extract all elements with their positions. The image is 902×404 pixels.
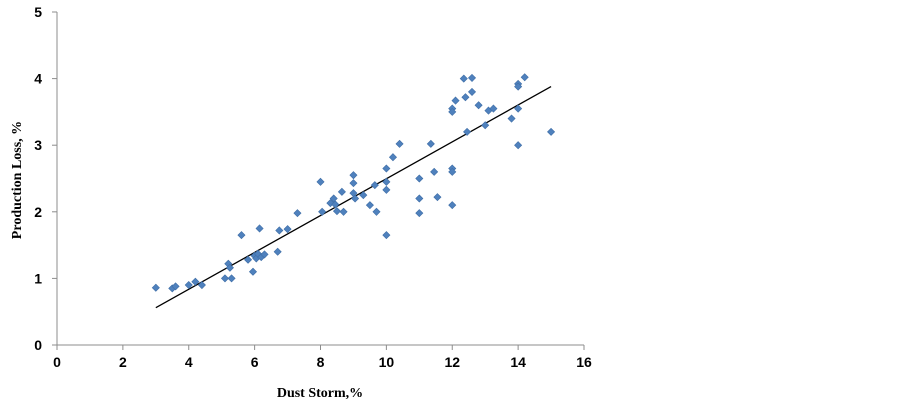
- data-point: [415, 209, 424, 218]
- data-point: [395, 139, 404, 148]
- data-point: [197, 281, 206, 290]
- data-point: [514, 104, 523, 113]
- x-axis-ticks: 0 2 4 6 8 10 12 14 16: [53, 345, 592, 370]
- data-point: [275, 226, 284, 235]
- x-tick-label: 14: [510, 354, 526, 370]
- data-point: [326, 199, 335, 208]
- data-point: [448, 167, 457, 176]
- x-tick-label: 16: [576, 354, 592, 370]
- data-point: [514, 141, 523, 150]
- data-point: [220, 274, 230, 283]
- data-point: [430, 167, 439, 176]
- y-tick-label: 3: [34, 137, 42, 153]
- data-point: [426, 139, 435, 148]
- data-point: [448, 201, 457, 210]
- data-point: [459, 74, 468, 83]
- y-tick-label: 4: [34, 71, 42, 87]
- data-point: [151, 283, 160, 292]
- y-axis-ticks: 0 1 2 3 4 5: [34, 4, 57, 353]
- data-point: [293, 209, 302, 218]
- data-point: [332, 207, 341, 216]
- data-point: [260, 250, 269, 259]
- data-point: [382, 185, 391, 194]
- data-point: [349, 171, 358, 180]
- data-point: [489, 104, 498, 113]
- data-point: [520, 73, 529, 82]
- data-point: [467, 73, 477, 82]
- y-tick-label: 1: [34, 270, 42, 286]
- data-point: [365, 201, 374, 210]
- data-point: [351, 194, 360, 203]
- data-points: [151, 73, 556, 293]
- data-point: [370, 181, 379, 190]
- data-point: [255, 224, 264, 233]
- data-point: [237, 231, 246, 240]
- data-point: [507, 114, 516, 123]
- data-point: [448, 107, 457, 116]
- x-tick-label: 8: [317, 354, 325, 370]
- x-tick-label: 2: [119, 354, 127, 370]
- data-point: [273, 247, 282, 256]
- data-point: [227, 274, 236, 283]
- data-point: [283, 225, 292, 234]
- data-point: [415, 194, 424, 203]
- data-point: [191, 277, 200, 286]
- data-point: [248, 267, 258, 276]
- x-tick-label: 4: [185, 354, 193, 370]
- y-tick-label: 5: [34, 4, 42, 20]
- data-point: [382, 164, 391, 173]
- data-point: [359, 191, 368, 200]
- data-point: [244, 255, 253, 264]
- data-point: [331, 200, 340, 209]
- data-point: [451, 96, 460, 105]
- data-point: [349, 179, 358, 188]
- y-tick-label: 2: [34, 204, 42, 220]
- data-point: [547, 127, 556, 136]
- data-point: [171, 282, 180, 291]
- data-point: [318, 207, 327, 216]
- data-point: [514, 82, 523, 91]
- data-point: [481, 121, 490, 130]
- data-point: [337, 187, 346, 196]
- x-axis-title: Dust Storm,%: [277, 386, 363, 401]
- data-point: [339, 207, 348, 216]
- data-point: [433, 193, 442, 202]
- x-tick-label: 12: [444, 354, 460, 370]
- x-tick-label: 6: [251, 354, 259, 370]
- x-tick-label: 10: [379, 354, 395, 370]
- data-point: [225, 263, 234, 272]
- data-point: [372, 207, 381, 216]
- data-point: [463, 127, 472, 136]
- data-point: [382, 231, 391, 240]
- x-tick-label: 0: [53, 354, 61, 370]
- data-point: [467, 87, 477, 96]
- data-point: [382, 177, 391, 186]
- data-point: [415, 174, 424, 183]
- data-point: [474, 101, 483, 110]
- data-point: [184, 281, 193, 290]
- y-tick-label: 0: [34, 337, 42, 353]
- data-point: [316, 177, 325, 186]
- y-axis-title: Production Loss, %: [10, 121, 25, 239]
- data-point: [461, 93, 470, 102]
- data-point: [388, 153, 397, 162]
- data-point: [329, 194, 338, 203]
